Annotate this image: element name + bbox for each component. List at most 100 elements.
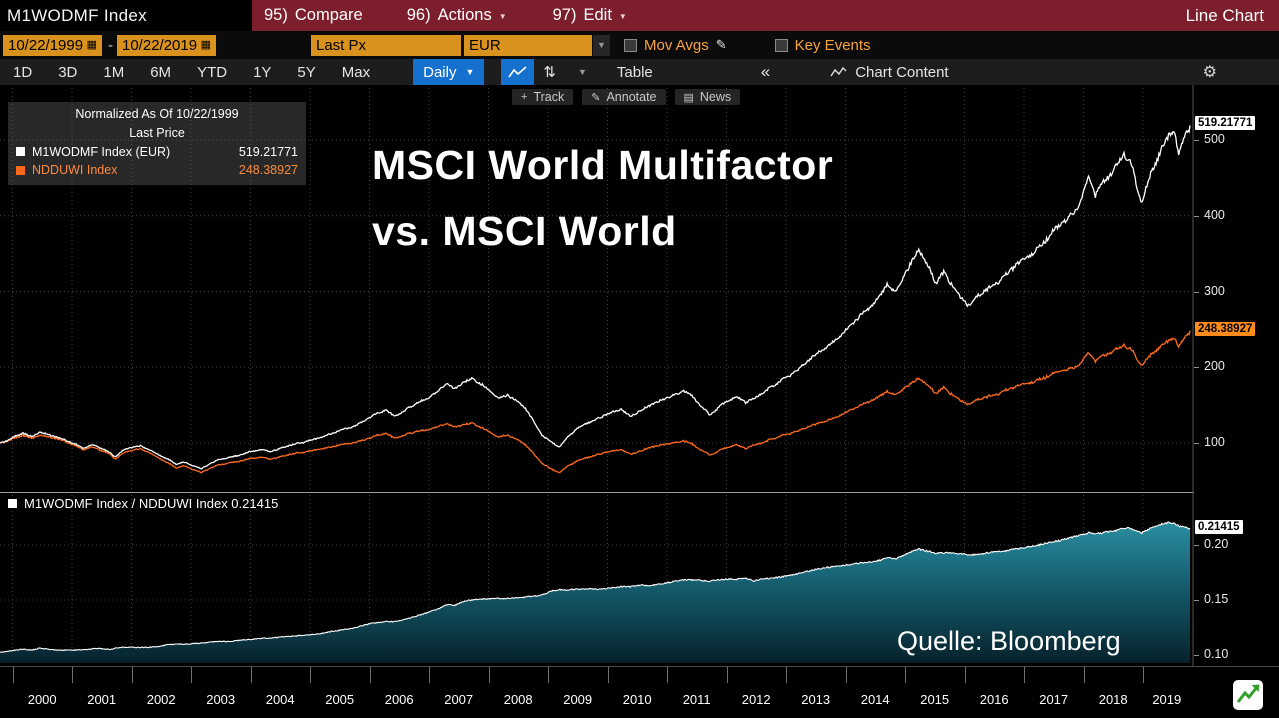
currency-select[interactable]: EUR: [464, 34, 592, 56]
chart-content-button[interactable]: Chart Content: [830, 63, 949, 81]
year-tick: [131, 667, 133, 683]
track-label: Track: [533, 90, 565, 104]
year-tick: [1083, 667, 1085, 683]
year-tick: [548, 667, 549, 683]
ratio-axis-label: 0.20: [1204, 537, 1229, 551]
chart-region: + Track ✎ Annotate ▤ News Normalized As …: [0, 85, 1279, 718]
legend-series-value: 519.21771: [238, 144, 298, 159]
ratio-line: [0, 521, 1191, 653]
chevron-down-icon: ▼: [465, 67, 475, 77]
period-value: Daily: [423, 63, 457, 81]
series-swatch-orange: [16, 166, 25, 176]
axis-tick: [1194, 140, 1199, 141]
top-menu-bar: M1WODMF Index 95) Compare 96) Actions ▼ …: [0, 0, 1279, 31]
year-tick: [310, 667, 311, 683]
ratio-panel-legend[interactable]: M1WODMF Index / NDDUWI Index 0.21415: [8, 496, 278, 511]
price-axis-label: 200: [1204, 359, 1225, 374]
table-button[interactable]: Table: [616, 63, 653, 81]
series-swatch-white: [8, 499, 17, 508]
range-max-button[interactable]: Max: [341, 63, 371, 81]
settings-gear-icon[interactable]: ⚙: [1202, 64, 1217, 81]
year-label: 2016: [979, 692, 1009, 707]
ratio-area: [0, 522, 1190, 663]
price-chart[interactable]: [0, 85, 1194, 666]
range-1d-button[interactable]: 1D: [13, 63, 33, 81]
time-axis: 2000 2001 2002 2003 2004 2005 2006 2007 2008 2009…: [0, 666, 1279, 718]
date-to-field[interactable]: 10/22/2019 ▦: [117, 34, 216, 56]
price-source-select[interactable]: Last Px: [311, 34, 461, 56]
chart-annotation-title-line1: MSCI World Multifactor: [372, 142, 834, 188]
year-label: 2015: [920, 692, 950, 707]
menu-compare-label: Compare: [294, 6, 363, 24]
news-button[interactable]: ▤ News: [674, 89, 741, 105]
chart-content-icon: [830, 66, 847, 77]
chart-annotation-title: MSCI World Multifactor vs. MSCI World: [372, 132, 833, 265]
collapse-panel-button[interactable]: «: [760, 62, 771, 81]
year-label: 2019: [1152, 692, 1182, 707]
legend-series-label: NDDUWI Index: [32, 163, 118, 178]
year-tick: [786, 667, 787, 683]
legend-last-price-note: Last Price: [129, 125, 185, 140]
chart-toolbar: 1D 3D 1M 6M YTD 1Y 5Y Max Daily ▼ ⇅ ▼ Ta…: [0, 59, 1279, 85]
source-annotation: Quelle: Bloomberg: [897, 626, 1121, 656]
range-ytd-button[interactable]: YTD: [197, 63, 228, 81]
checkbox-icon: [624, 38, 637, 52]
legend-series-value: 248.38927: [238, 163, 298, 178]
year-label: 2009: [563, 692, 593, 707]
range-5y-button[interactable]: 5Y: [297, 63, 316, 81]
year-label: 2006: [384, 692, 414, 707]
mov-avgs-checkbox[interactable]: Mov Avgs ✎: [624, 37, 727, 54]
last-value-badge-ratio: 0.21415: [1195, 520, 1243, 535]
annotate-icon: ✎: [591, 91, 601, 104]
chart-content-label: Chart Content: [855, 63, 949, 81]
year-tick: [667, 667, 668, 683]
range-1y-button[interactable]: 1Y: [253, 63, 272, 81]
year-tick: [1143, 667, 1144, 683]
range-3d-button[interactable]: 3D: [58, 63, 78, 81]
year-tick: [250, 667, 252, 683]
date-from-field[interactable]: 10/22/1999 ▦: [3, 34, 102, 56]
series-swatch-white: [16, 147, 25, 157]
axis-tick: [1194, 545, 1199, 546]
price-source-value: Last Px: [316, 36, 367, 54]
annotate-button[interactable]: ✎ Annotate: [582, 89, 666, 105]
price-axis: 519.21771 248.38927 0.21415 500 400 300 200…: [1194, 85, 1279, 666]
year-tick: [191, 667, 192, 683]
field-bar: 10/22/1999 ▦ - 10/22/2019 ▦ Last Px EUR …: [0, 31, 1279, 59]
date-range-separator: -: [108, 36, 113, 54]
axis-tick: [1194, 215, 1199, 217]
period-select[interactable]: Daily ▼: [413, 59, 485, 85]
year-label: 2005: [325, 692, 355, 707]
range-6m-button[interactable]: 6M: [150, 63, 172, 81]
sort-icon[interactable]: ⇅: [543, 64, 556, 81]
axis-tick: [1194, 367, 1199, 369]
year-tick: [726, 667, 728, 683]
legend-series-m1wodmf[interactable]: M1WODMF Index (EUR) 519.21771: [16, 143, 298, 162]
year-label: 2012: [741, 692, 771, 707]
menu-compare[interactable]: 95) Compare: [264, 6, 363, 25]
menu-edit[interactable]: 97) Edit ▼: [553, 6, 627, 25]
currency-value: EUR: [469, 36, 501, 54]
range-1m-button[interactable]: 1M: [103, 63, 125, 81]
year-label: 2000: [27, 692, 57, 707]
chart-legend: Normalized As Of 10/22/1999 Last Price M…: [8, 102, 306, 185]
chart-type-caret[interactable]: ▼: [577, 67, 587, 77]
menu-actions[interactable]: 96) Actions ▼: [407, 6, 507, 25]
year-tick: [72, 667, 73, 683]
security-field[interactable]: M1WODMF Index: [0, 0, 252, 31]
axis-tick: [1194, 443, 1199, 444]
pencil-icon[interactable]: ✎: [715, 37, 727, 52]
menu-edit-label: Edit: [583, 6, 612, 24]
currency-caret[interactable]: ▼: [593, 34, 610, 56]
year-label: 2011: [682, 692, 711, 707]
year-label: 2017: [1039, 692, 1069, 707]
calendar-icon[interactable]: ▦: [86, 38, 97, 51]
calendar-icon[interactable]: ▦: [200, 38, 211, 51]
line-chart-type-button[interactable]: [501, 59, 535, 85]
track-button[interactable]: + Track: [512, 89, 574, 105]
price-axis-label: 400: [1204, 207, 1225, 222]
key-events-checkbox[interactable]: Key Events: [774, 37, 871, 54]
menu-edit-number: 97): [552, 6, 577, 24]
legend-series-ndduwi[interactable]: NDDUWI Index 248.38927: [16, 161, 298, 180]
grid-lines: [0, 88, 1190, 662]
